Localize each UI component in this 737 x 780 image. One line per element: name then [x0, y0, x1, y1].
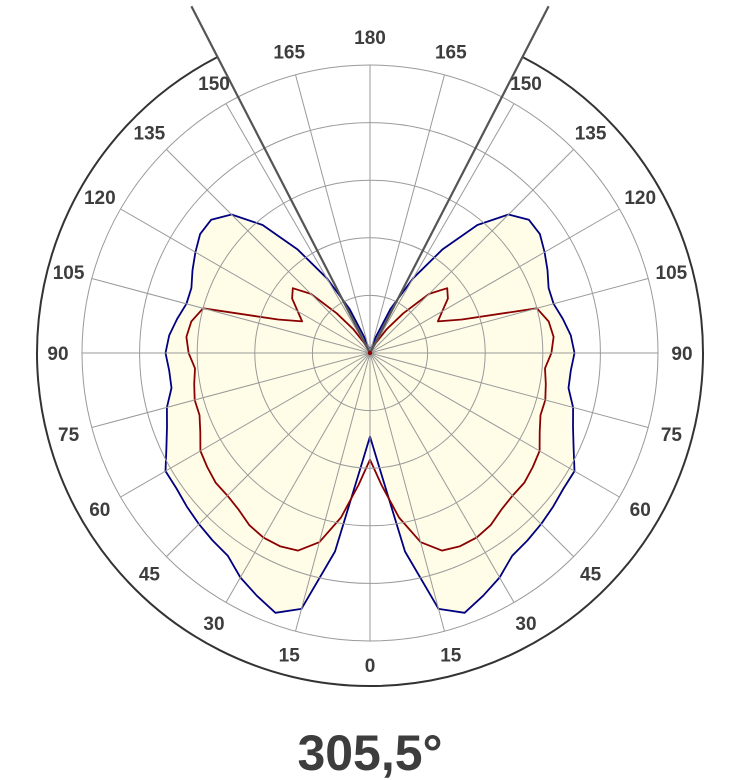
grid-spoke-255: [91, 278, 371, 354]
tick-label--45: 45: [139, 565, 161, 586]
tick-label-105: 105: [656, 263, 688, 284]
grid-spoke-105: [369, 278, 649, 354]
tick-label--120: 120: [84, 188, 116, 209]
tick-label--15: 15: [279, 645, 301, 666]
beam-edge-lines: [190, 5, 550, 354]
beam-edge-line-1: [190, 5, 371, 354]
beam-angle-label: 305,5°: [297, 725, 442, 780]
beam-boundary-arc: [36, 56, 704, 687]
tick-label-60: 60: [630, 500, 651, 521]
tick-label--30: 30: [203, 614, 224, 635]
grid-spoke-345: [295, 352, 371, 632]
center-point: [367, 350, 373, 356]
angle-tick-labels: 0 15 15 30 30 45 45 60 60 75 75 90 90 105 105 120 120 135…: [47, 28, 692, 677]
tick-label--150: 150: [198, 74, 230, 95]
grid-spoke-300: [120, 352, 371, 498]
grid-spoke-120: [369, 208, 620, 354]
tick-label-150: 150: [510, 74, 542, 95]
tick-label-15: 15: [440, 645, 462, 666]
grid-spoke-30: [369, 352, 515, 603]
tick-label--90: 90: [47, 344, 68, 365]
tick-label-30: 30: [515, 614, 536, 635]
grid-spoke-225: [166, 149, 371, 354]
grid-spoke-150: [369, 103, 515, 354]
tick-label--75: 75: [58, 425, 80, 446]
grid-spoke-330: [225, 352, 371, 603]
beam-edge-line-0: [369, 5, 550, 354]
grid-spoke-45: [369, 352, 574, 557]
grid-spoke-285: [91, 352, 371, 428]
grid-spoke-315: [166, 352, 371, 557]
tick-label--60: 60: [89, 500, 110, 521]
tick-label-120: 120: [624, 188, 656, 209]
tick-label-165: 165: [435, 43, 467, 64]
grid-spoke-15: [369, 352, 445, 632]
tick-label-75: 75: [661, 425, 683, 446]
tick-label-135: 135: [575, 123, 607, 144]
tick-label-180: 180: [354, 28, 386, 49]
tick-label-0: 0: [365, 656, 376, 677]
grid-spoke-195: [295, 74, 371, 354]
grid-spoke-240: [120, 208, 371, 354]
tick-label--165: 165: [273, 43, 305, 64]
tick-label-45: 45: [580, 565, 602, 586]
grid-spoke-165: [369, 74, 445, 354]
tick-label--135: 135: [134, 123, 166, 144]
grid-spoke-135: [369, 149, 574, 354]
grid-spoke-210: [225, 103, 371, 354]
tick-label--105: 105: [53, 263, 85, 284]
grid-spoke-75: [369, 352, 649, 428]
tick-label-90: 90: [671, 344, 692, 365]
polar-grid: [81, 64, 659, 642]
grid-spoke-60: [369, 352, 620, 498]
